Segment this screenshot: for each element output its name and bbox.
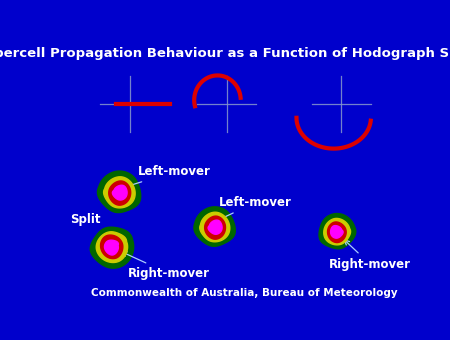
Polygon shape <box>100 235 123 259</box>
Polygon shape <box>194 207 235 246</box>
Polygon shape <box>319 214 356 249</box>
Polygon shape <box>200 212 230 242</box>
Text: Right-mover: Right-mover <box>329 240 411 271</box>
Polygon shape <box>98 171 141 212</box>
Polygon shape <box>208 220 222 234</box>
Polygon shape <box>104 240 118 255</box>
Text: Left-mover: Left-mover <box>124 165 211 188</box>
Polygon shape <box>328 222 346 242</box>
Text: Left-mover: Left-mover <box>215 196 292 222</box>
Polygon shape <box>90 227 134 268</box>
Polygon shape <box>104 177 135 208</box>
Polygon shape <box>331 226 343 238</box>
Polygon shape <box>112 185 127 200</box>
Polygon shape <box>205 216 225 239</box>
Text: Supercell Propagation Behaviour as a Function of Hodograph Shape: Supercell Propagation Behaviour as a Fun… <box>0 47 450 60</box>
Polygon shape <box>96 232 128 262</box>
Text: Commonwealth of Australia, Bureau of Meteorology: Commonwealth of Australia, Bureau of Met… <box>90 288 397 298</box>
Text: Split: Split <box>70 213 101 226</box>
Polygon shape <box>109 181 130 205</box>
Polygon shape <box>324 218 351 245</box>
Text: Right-mover: Right-mover <box>122 252 210 280</box>
